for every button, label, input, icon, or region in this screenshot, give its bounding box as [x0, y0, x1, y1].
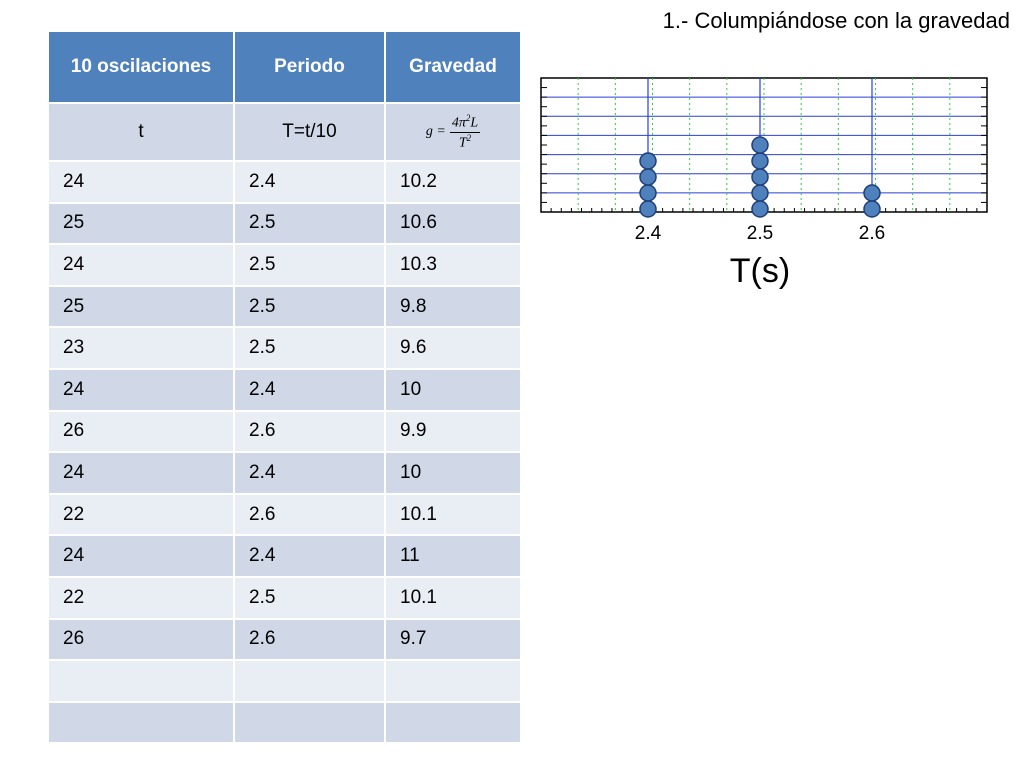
- subheader-row: t T=t/10 g = 4π2L T2: [47, 102, 522, 162]
- data-point: [639, 200, 657, 218]
- cell-gravity: 11: [384, 534, 522, 578]
- cell-gravity: 10: [384, 451, 522, 495]
- header-period: Periodo: [233, 30, 386, 104]
- formula-lhs: g =: [425, 124, 446, 139]
- data-point: [639, 152, 657, 170]
- cell-time: 26: [47, 409, 235, 454]
- table-row: 24 2.4 10.2: [47, 160, 522, 204]
- gravity-formula: g = 4π2L T2: [384, 102, 522, 162]
- data-point: [751, 200, 769, 218]
- x-tick-label: 2.4: [635, 223, 662, 244]
- table-row: 26 2.6 9.9: [47, 409, 522, 454]
- cell-period: 2.5: [233, 575, 386, 620]
- cell-gravity: 10.1: [384, 492, 522, 537]
- cell-time: 26: [47, 617, 235, 662]
- data-table: 10 oscilaciones Periodo Gravedad t T=t/1…: [47, 30, 522, 745]
- cell-gravity: 9.8: [384, 284, 522, 329]
- header-gravity: Gravedad: [384, 30, 522, 104]
- cell-gravity: 10: [384, 367, 522, 412]
- x-tick-label: 2.5: [747, 223, 773, 244]
- x-axis-title: T(s): [730, 252, 790, 290]
- subheader-t: t: [47, 102, 235, 162]
- table-row: [47, 700, 522, 745]
- formula-num-exp: 2: [465, 112, 471, 123]
- cell-time: 22: [47, 492, 235, 537]
- cell-period: 2.6: [233, 492, 386, 537]
- table-row: 22 2.5 10.1: [47, 575, 522, 620]
- formula-num: 4π: [451, 115, 466, 131]
- cell-period: 2.6: [233, 409, 386, 454]
- data-point: [751, 152, 769, 170]
- table-row: 23 2.5 9.6: [47, 326, 522, 370]
- table-row: 25 2.5 9.8: [47, 284, 522, 329]
- period-dot-plot: 2.4 2.5 2.6 T(s): [540, 77, 988, 290]
- data-point: [639, 184, 657, 202]
- formula-den-exp: 2: [466, 132, 472, 143]
- table-row: 24 2.5 10.3: [47, 243, 522, 287]
- data-point: [751, 136, 769, 154]
- table-row: [47, 659, 522, 703]
- cell-time: 23: [47, 326, 235, 370]
- header-row: 10 oscilaciones Periodo Gravedad: [47, 30, 522, 104]
- cell-time: 24: [47, 160, 235, 204]
- table-row: 24 2.4 10: [47, 451, 522, 495]
- cell-period: 2.5: [233, 326, 386, 370]
- data-point: [863, 200, 881, 218]
- table-row: 24 2.4 11: [47, 534, 522, 578]
- cell-time: 24: [47, 451, 235, 495]
- cell-period: 2.4: [233, 451, 386, 495]
- cell-time: 25: [47, 284, 235, 329]
- cell-time: 24: [47, 243, 235, 287]
- header-oscillations: 10 oscilaciones: [47, 30, 235, 104]
- cell-period: 2.5: [233, 243, 386, 287]
- cell-time: 22: [47, 575, 235, 620]
- cell-gravity: 9.6: [384, 326, 522, 370]
- cell-time: 24: [47, 367, 235, 412]
- x-tick-label: 2.6: [859, 223, 885, 244]
- cell-gravity: [384, 700, 522, 745]
- cell-gravity: 10.2: [384, 160, 522, 204]
- data-point: [863, 184, 881, 202]
- slide-title: 1.- Columpiándose con la gravedad: [662, 8, 1010, 33]
- formula-num-var: L: [470, 115, 479, 131]
- cell-time: 25: [47, 201, 235, 246]
- data-point: [639, 168, 657, 186]
- cell-period: 2.4: [233, 367, 386, 412]
- cell-time: [47, 659, 235, 703]
- cell-gravity: 10.1: [384, 575, 522, 620]
- cell-time: [47, 700, 235, 745]
- formula-den: T: [458, 135, 467, 151]
- table-row: 24 2.4 10: [47, 367, 522, 412]
- cell-gravity: 10.3: [384, 243, 522, 287]
- cell-period: [233, 659, 386, 703]
- cell-period: 2.4: [233, 534, 386, 578]
- data-point: [751, 168, 769, 186]
- cell-gravity: [384, 659, 522, 703]
- cell-gravity: 9.9: [384, 409, 522, 454]
- table-row: 25 2.5 10.6: [47, 201, 522, 246]
- cell-gravity: 10.6: [384, 201, 522, 246]
- data-point: [751, 184, 769, 202]
- cell-period: 2.5: [233, 201, 386, 246]
- cell-period: 2.6: [233, 617, 386, 662]
- table-row: 22 2.6 10.1: [47, 492, 522, 537]
- cell-period: 2.4: [233, 160, 386, 204]
- subheader-period-formula: T=t/10: [233, 102, 386, 162]
- cell-gravity: 9.7: [384, 617, 522, 662]
- cell-period: 2.5: [233, 284, 386, 329]
- cell-period: [233, 700, 386, 745]
- table-row: 26 2.6 9.7: [47, 617, 522, 662]
- cell-time: 24: [47, 534, 235, 578]
